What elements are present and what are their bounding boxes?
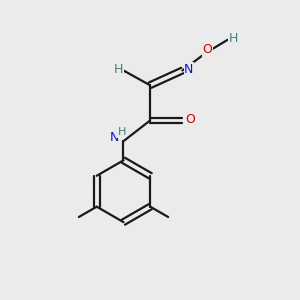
Text: H: H bbox=[113, 62, 123, 76]
Text: H: H bbox=[118, 127, 126, 137]
Text: O: O bbox=[202, 44, 212, 56]
Text: H: H bbox=[229, 32, 238, 45]
Text: N: N bbox=[184, 62, 194, 76]
Text: O: O bbox=[186, 112, 196, 126]
Text: N: N bbox=[110, 131, 119, 144]
